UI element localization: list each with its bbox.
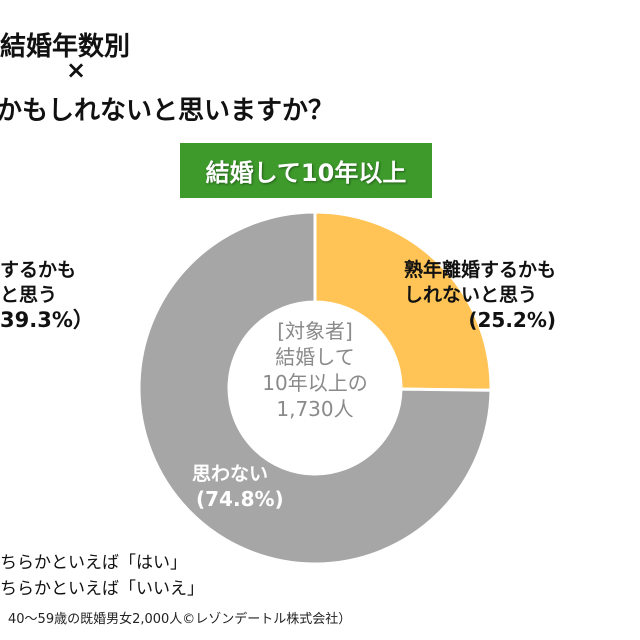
- chart-title-cross: ×: [66, 56, 87, 84]
- source-note: 40～59歳の既婚男女2,000人©レゾンデートル株式会社）: [8, 612, 352, 627]
- legend-item-no: ちらかといえば「いいえ」: [0, 579, 204, 599]
- donut-slice-1: [137, 210, 493, 566]
- center-line: 結婚して: [275, 345, 355, 369]
- slice-label-line: しれないと思う: [404, 284, 538, 306]
- slice-label-yes: 熟年離婚するかも しれないと思う (25.2%): [404, 258, 556, 333]
- chart-title-line2: かもしれないと思いますか？: [0, 96, 335, 126]
- chart-title-line1: 結婚年数別: [0, 32, 131, 62]
- left-partial-label: するかも と思う 39.3%）: [0, 258, 94, 333]
- slice-label-line: 思わない: [192, 463, 269, 485]
- legend-item-yes: ちらかといえば「はい」: [0, 553, 187, 573]
- group-label: 結婚して10年以上: [180, 143, 432, 198]
- slice-value-yes: (25.2%): [468, 308, 557, 332]
- left-label-line2: と思う: [0, 284, 58, 306]
- slice-value-no: (74.8%): [196, 487, 284, 511]
- slice-label-line: 熟年離婚するかも: [404, 259, 557, 281]
- center-line: [対象者]: [277, 319, 353, 343]
- left-label-value: 39.3%）: [0, 308, 94, 332]
- left-label-line1: するかも: [0, 259, 77, 281]
- center-text: [対象者] 結婚して 10年以上の 1,730人: [230, 318, 400, 422]
- donut-slice-0: [313, 210, 493, 392]
- center-line: 1,730人: [276, 397, 354, 421]
- center-line: 10年以上の: [262, 371, 368, 395]
- slice-label-no: 思わない (74.8%): [192, 462, 284, 512]
